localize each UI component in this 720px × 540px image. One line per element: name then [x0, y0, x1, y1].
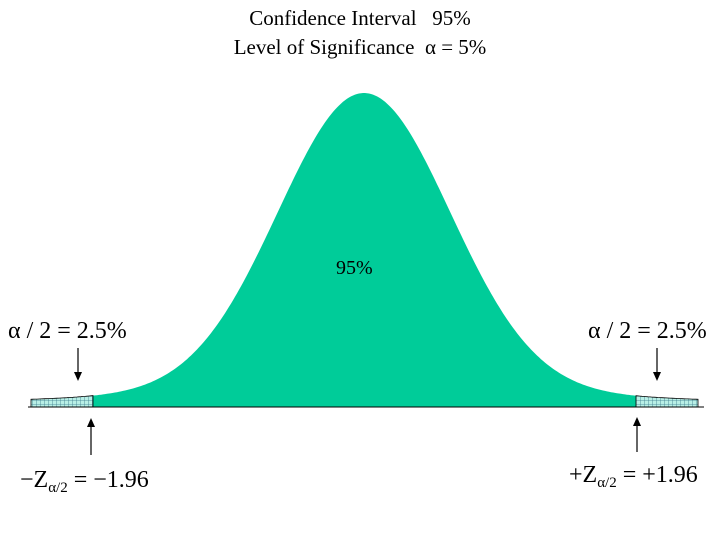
right-z-symbol: +Z	[569, 462, 598, 488]
right-critical-value-label: +Zα/2 = +1.96	[569, 462, 698, 492]
title-line-1: Confidence Interval 95%	[249, 6, 471, 30]
center-percent-label: 95%	[336, 257, 373, 279]
left-critical-arrowhead	[87, 418, 95, 427]
right-z-subscript: α/2	[597, 475, 617, 491]
acceptance-region	[93, 93, 636, 407]
left-z-symbol: −Z	[20, 467, 49, 493]
title-line-2: Level of Significance α = 5%	[233, 35, 487, 59]
left-z-subscript: α/2	[48, 480, 68, 496]
right-alpha-label: α / 2 = 2.5%	[588, 318, 707, 344]
right-critical-arrowhead	[633, 417, 641, 426]
left-critical-value-label: −Zα/2 = −1.96	[20, 467, 149, 497]
left-tail-arrowhead	[74, 372, 82, 381]
right-rejection-tail	[635, 395, 699, 408]
right-tail-arrowhead	[653, 372, 661, 381]
left-rejection-tail	[30, 395, 94, 408]
right-z-value: = +1.96	[616, 462, 698, 488]
left-alpha-label: α / 2 = 2.5%	[8, 318, 127, 344]
left-z-value: = −1.96	[67, 467, 149, 493]
